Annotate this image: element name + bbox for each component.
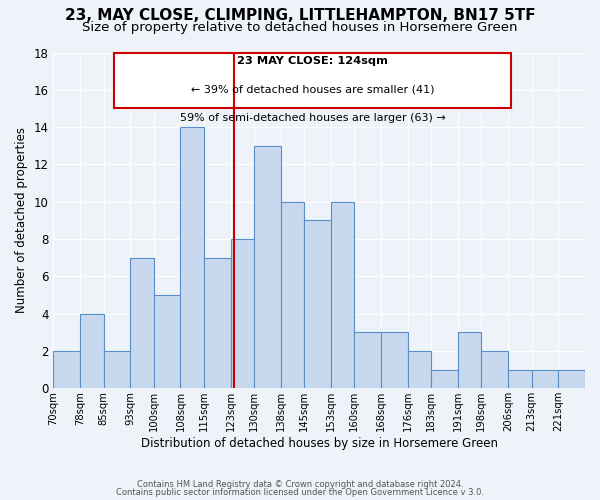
Bar <box>481 351 508 389</box>
Bar <box>230 239 254 388</box>
Bar <box>204 258 230 388</box>
Bar <box>104 351 130 389</box>
Bar <box>508 370 532 388</box>
Bar <box>154 295 181 388</box>
Y-axis label: Number of detached properties: Number of detached properties <box>15 128 28 314</box>
Bar <box>281 202 304 388</box>
Bar <box>181 127 204 388</box>
Bar <box>355 332 381 388</box>
Bar <box>381 332 408 388</box>
Text: 23 MAY CLOSE: 124sqm: 23 MAY CLOSE: 124sqm <box>169 71 325 84</box>
Text: Contains public sector information licensed under the Open Government Licence v : Contains public sector information licen… <box>116 488 484 497</box>
Bar <box>331 202 355 388</box>
FancyBboxPatch shape <box>113 52 511 108</box>
Text: 59% of semi-detached houses are larger (63) →: 59% of semi-detached houses are larger (… <box>179 113 445 123</box>
Text: Contains HM Land Registry data © Crown copyright and database right 2024.: Contains HM Land Registry data © Crown c… <box>137 480 463 489</box>
Bar <box>558 370 585 388</box>
X-axis label: Distribution of detached houses by size in Horsemere Green: Distribution of detached houses by size … <box>141 437 498 450</box>
Text: 23 MAY CLOSE: 124sqm: 23 MAY CLOSE: 124sqm <box>237 56 388 66</box>
Bar <box>304 220 331 388</box>
Bar <box>431 370 458 388</box>
Bar <box>408 351 431 389</box>
Text: ← 39% of detached houses are smaller (41): ← 39% of detached houses are smaller (41… <box>191 84 434 94</box>
Text: Size of property relative to detached houses in Horsemere Green: Size of property relative to detached ho… <box>82 21 518 34</box>
Bar <box>130 258 154 388</box>
Bar <box>458 332 481 388</box>
Bar <box>80 314 104 388</box>
Bar <box>53 351 80 389</box>
Bar <box>532 370 558 388</box>
Bar <box>254 146 281 388</box>
Text: 23, MAY CLOSE, CLIMPING, LITTLEHAMPTON, BN17 5TF: 23, MAY CLOSE, CLIMPING, LITTLEHAMPTON, … <box>65 8 535 22</box>
